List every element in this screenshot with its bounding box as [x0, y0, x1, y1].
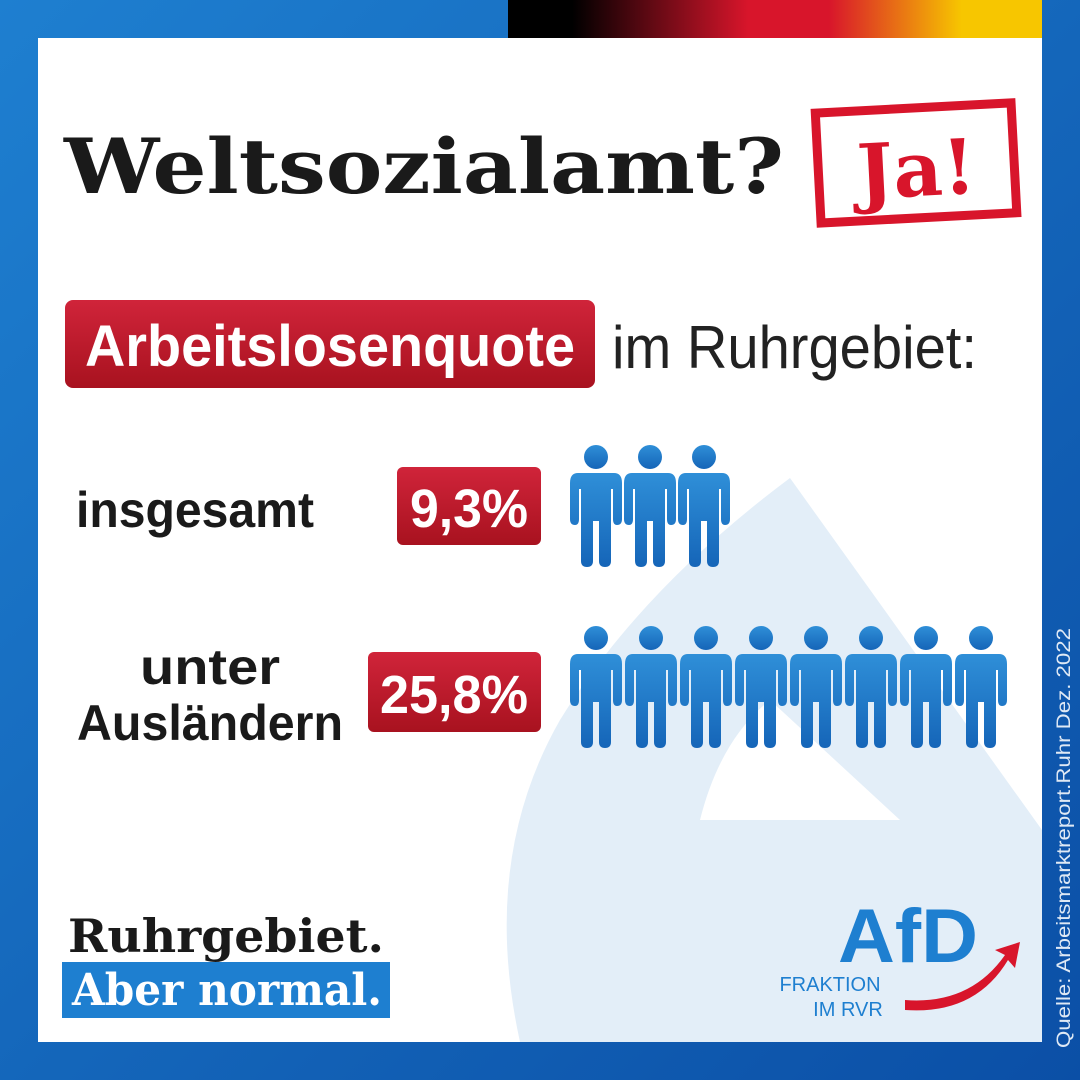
value-box	[397, 467, 541, 545]
logo-name: AfD	[838, 894, 978, 979]
source: Quelle: Arbeitsmarktreport.Ruhr Dez. 202…	[1054, 628, 1075, 1048]
subtitle-highlight: Arbeitslosenquote	[85, 314, 575, 379]
stamp-frame	[810, 98, 1022, 228]
watermark	[506, 478, 1043, 1042]
row-label: unter	[140, 639, 280, 695]
value-label: 25,8%	[380, 665, 528, 725]
flag-strip	[508, 0, 1042, 38]
value-box	[368, 652, 541, 732]
stamp-text: Ja!	[849, 122, 978, 217]
logo-line: FRAKTION	[779, 974, 880, 996]
row-label: insgesamt	[76, 482, 314, 538]
value-label: 9,3%	[410, 479, 528, 539]
logo-arrow	[905, 942, 1020, 1011]
slogan-box	[62, 962, 390, 1018]
slogan-line: Aber normal.	[71, 965, 382, 1016]
row-label: Ausländern	[77, 695, 343, 751]
stamp: Ja!	[810, 98, 1022, 228]
title: Weltsozialamt?	[63, 122, 784, 211]
highlight-box	[65, 300, 595, 388]
logo: AfD FRAKTION IM RVR	[779, 894, 1020, 1021]
subtitle-rest: im Ruhrgebiet:	[612, 314, 977, 381]
slogan-line: Ruhrgebiet.	[68, 909, 384, 963]
logo-line: IM RVR	[813, 999, 883, 1021]
